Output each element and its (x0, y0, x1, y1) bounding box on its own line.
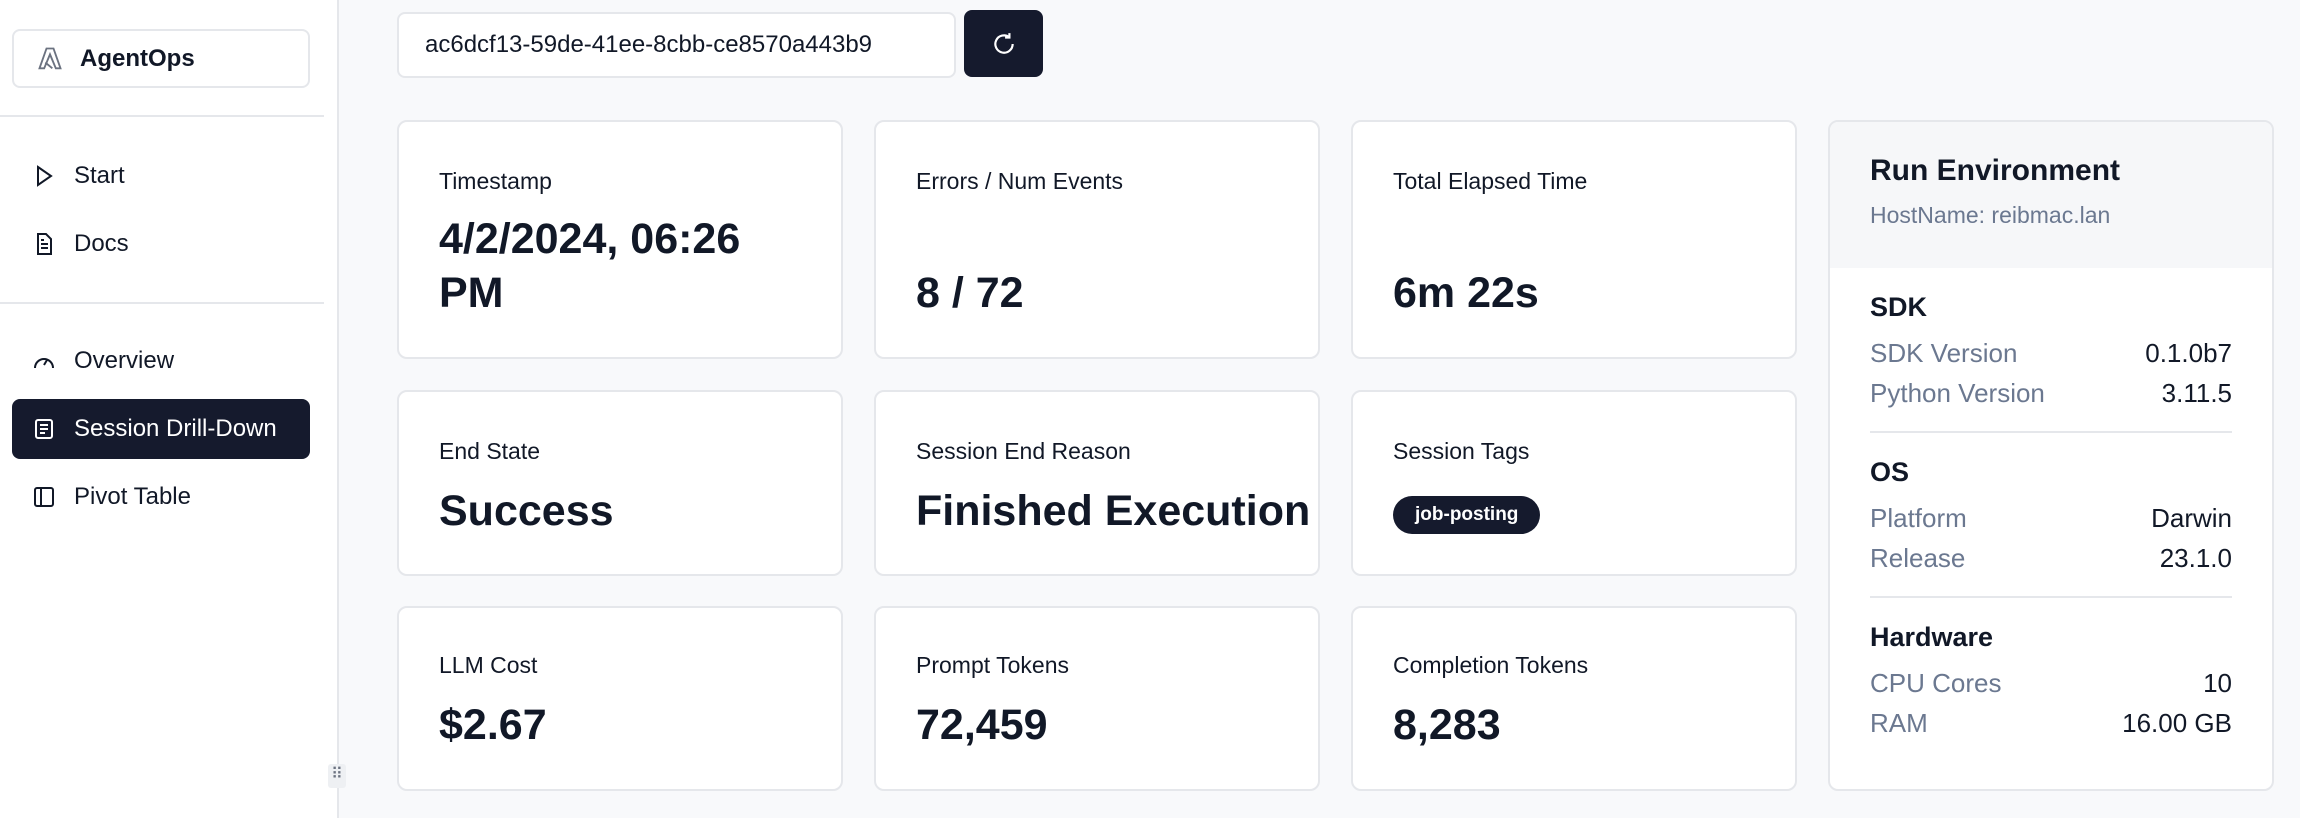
card-label: Total Elapsed Time (1393, 168, 1588, 194)
os-section: OS Platform Darwin Release 23.1.0 (1870, 433, 2232, 598)
row-value: 3.11.5 (2161, 378, 2232, 408)
sidebar: AgentOps Start Docs Overview Session Dri… (0, 0, 339, 818)
tag-badge: job-posting (1393, 496, 1541, 534)
list-icon (35, 419, 53, 439)
card-value: Finished Execution (916, 487, 1311, 535)
card-value: 8,283 (1393, 701, 1501, 749)
section-title: Hardware (1870, 622, 1994, 652)
card-value: 4/2/2024, 06:26 PM (439, 215, 741, 317)
card-label: LLM Cost (439, 652, 538, 678)
divider (0, 115, 324, 117)
row-value: 0.1.0b7 (2145, 338, 2232, 368)
refresh-icon (993, 32, 1014, 54)
card-value: 6m 22s (1393, 269, 1539, 317)
card-label: Session Tags (1393, 438, 1530, 464)
brand-name: AgentOps (80, 44, 195, 72)
row-key: Python Version (1870, 378, 2045, 408)
nav-docs[interactable]: Docs (12, 214, 310, 274)
run-environment-panel: Run Environment HostName: reibmac.lan SD… (1828, 120, 2274, 791)
errors-card: Errors / Num Events 8 / 72 (874, 120, 1320, 359)
sdk-section: SDK SDK Version 0.1.0b7 Python Version 3.1… (1870, 268, 2232, 433)
timestamp-card: Timestamp 4/2/2024, 06:26 PM (397, 120, 843, 359)
hardware-section: Hardware CPU Cores 10 RAM 16.00 GB (1870, 598, 2232, 761)
row-value: Darwin (2151, 503, 2232, 533)
nav-label: Docs (74, 230, 129, 257)
row-value: 16.00 GB (2122, 708, 2232, 738)
row-key: Platform (1870, 503, 1967, 533)
end-reason-card: Session End Reason Finished Execution (874, 390, 1320, 576)
card-value: 72,459 (916, 701, 1048, 749)
row-value: 23.1.0 (2159, 543, 2232, 573)
section-title: OS (1870, 457, 1910, 487)
prompt-tokens-card: Prompt Tokens 72,459 (874, 606, 1320, 791)
completion-tokens-card: Completion Tokens 8,283 (1351, 606, 1797, 791)
card-value: Success (439, 487, 614, 535)
row-key: SDK Version (1870, 338, 2018, 368)
nav-label: Overview (74, 347, 175, 374)
elapsed-card: Total Elapsed Time 6m 22s (1351, 120, 1797, 359)
card-label: Timestamp (439, 168, 552, 194)
panel-icon (34, 487, 54, 507)
gauge-icon (34, 358, 54, 369)
play-icon (37, 165, 53, 187)
card-label: Session End Reason (916, 438, 1131, 464)
row-key: Release (1870, 543, 1966, 573)
nav-overview[interactable]: Overview (12, 331, 310, 391)
nav-pivot-table[interactable]: Pivot Table (12, 467, 310, 527)
nav-session-drill-down[interactable]: Session Drill-Down (12, 399, 310, 459)
card-value: 8 / 72 (916, 269, 1024, 317)
hostname: HostName: reibmac.lan (1870, 202, 2111, 228)
panel-title: Run Environment (1870, 154, 2121, 187)
nav-start[interactable]: Start (12, 146, 310, 206)
card-value: $2.67 (439, 701, 547, 749)
card-label: Prompt Tokens (916, 652, 1069, 678)
row-value: 10 (2203, 668, 2232, 698)
brand-logo-button[interactable]: AgentOps (12, 29, 310, 88)
card-label: Errors / Num Events (916, 168, 1124, 194)
nav-label: Pivot Table (74, 483, 191, 510)
refresh-button[interactable] (964, 10, 1043, 77)
sidebar-resize-handle-icon[interactable]: ⠿ (328, 764, 346, 788)
row-key: RAM (1870, 708, 1928, 738)
session-tags-card: Session Tags job-posting (1351, 390, 1797, 576)
document-icon (37, 233, 52, 255)
llm-cost-card: LLM Cost $2.67 (397, 606, 843, 791)
card-label: Completion Tokens (1393, 652, 1589, 678)
session-id-input[interactable] (397, 12, 956, 78)
nav-label: Session Drill-Down (74, 415, 277, 442)
agentops-logo-icon (38, 47, 62, 69)
divider (0, 302, 324, 304)
row-key: CPU Cores (1870, 668, 2002, 698)
section-title: SDK (1870, 292, 1928, 322)
nav-label: Start (74, 162, 125, 189)
card-label: End State (439, 438, 541, 464)
end-state-card: End State Success (397, 390, 843, 576)
